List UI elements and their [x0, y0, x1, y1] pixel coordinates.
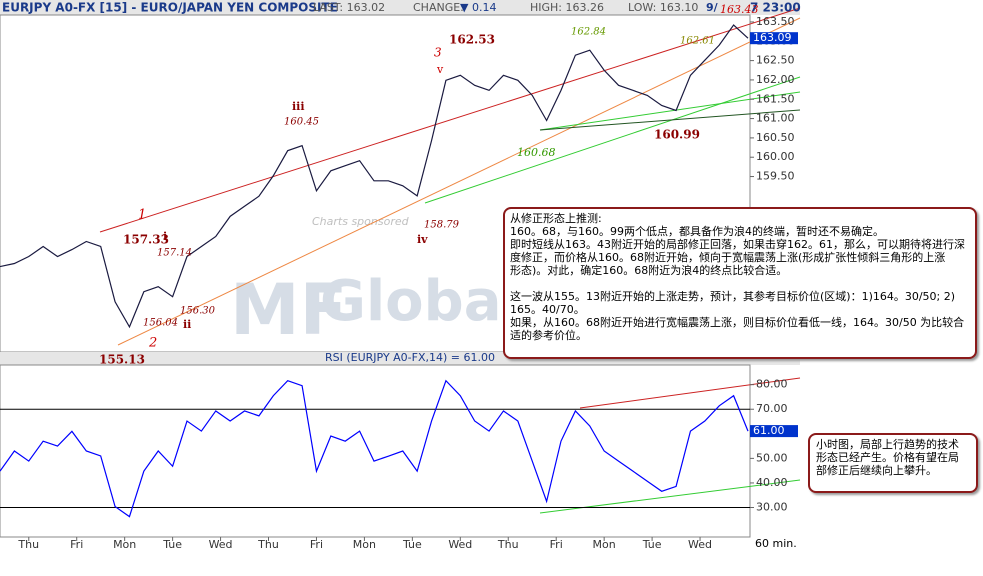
y-tick-label: 161.00	[756, 112, 795, 125]
wave-label: 157.33	[123, 233, 169, 247]
wave-label: 2	[148, 336, 157, 351]
current-value-box	[750, 32, 798, 45]
wave-label: 160.99	[654, 128, 700, 142]
x-tick-label: Mon	[353, 538, 376, 551]
note-line: 如果，从160。68附近开始进行宽幅震荡上涨，则目标价位看低一线，164。30/…	[510, 316, 965, 329]
y-tick-label: 163.50	[756, 15, 795, 28]
note-line: 165。40/70。	[510, 303, 585, 316]
x-tick-label: Wed	[688, 538, 712, 551]
x-tick-label: Mon	[593, 538, 616, 551]
current-value-box	[750, 425, 798, 438]
wave-label: 163.43	[720, 3, 759, 16]
wave-label: 155.13	[99, 353, 145, 367]
note-line: 这一波从155。13附近开始的上涨走势，预计，其参考目标价位(区域)：1)164…	[510, 290, 956, 303]
y-tick-label: 160.00	[756, 150, 795, 163]
watermark: Global	[320, 269, 521, 334]
series-line	[0, 24, 749, 329]
wave-label: 162.84	[571, 27, 606, 38]
trend-line	[579, 377, 801, 409]
x-tick-label: Fri	[310, 538, 323, 551]
wave-label: 160.68	[517, 146, 556, 159]
y-tick-label: 160.50	[756, 131, 795, 144]
y-tick-label: 159.50	[756, 170, 795, 183]
note-line: 从修正形态上推测:	[510, 212, 602, 225]
sponsor: Charts sponsored	[312, 215, 410, 228]
wave-label: v	[436, 63, 444, 76]
x-tick-label: Tue	[402, 538, 422, 551]
y-tick-label: 161.50	[756, 92, 795, 105]
current-value-label: 61.00	[753, 424, 785, 437]
wave-label: 1	[138, 208, 146, 223]
note: 从修正形态上推测: 160。68，与160。99两个低点，都具备作为浪4的终端，暂…	[503, 207, 977, 359]
last: LAST: 163.02	[313, 1, 385, 14]
note-line: 160。68，与160。99两个低点，都具备作为浪4的终端，暂时还不易确定。	[510, 225, 884, 238]
note-line: 即时短线从163。43附近开始的局部修正回落，如果击穿162。61，那么，可以期…	[510, 238, 965, 251]
x-tick-label: Thu	[17, 538, 39, 551]
note: 小时图，局部上行趋势的技术 形态已经产生。价格有望在局 部修正后继续向上攀升。	[808, 433, 978, 493]
wave-label: i	[163, 230, 167, 243]
time: 7 23:00	[750, 1, 801, 15]
x-tick-label: Fri	[70, 538, 83, 551]
x-tick-label: Thu	[497, 538, 519, 551]
trend-line	[539, 91, 801, 131]
y-tick-label: 162.00	[756, 73, 795, 86]
trend-line	[117, 17, 801, 346]
y-tick-label: 80.00	[756, 378, 788, 391]
wave-label: ii	[183, 318, 191, 331]
note-line: 部修正后继续向上攀升。	[816, 464, 937, 477]
wave-label: 156.30	[180, 306, 216, 317]
y-tick-label: 50.00	[756, 451, 788, 464]
symbol-title: EURJPY A0-FX [15] - EURO/JAPAN YEN COMPO…	[2, 1, 338, 15]
x-tick-label: Mon	[113, 538, 136, 551]
note-line: 形态)。对此，确定160。68附近为浪4的终点比较合适。	[510, 264, 788, 277]
x-unit-label: 60 min.	[755, 537, 797, 550]
header-bar	[0, 0, 800, 15]
wave-label: iv	[417, 233, 428, 246]
trend-line	[99, 7, 801, 233]
rsi-panel	[0, 364, 751, 538]
y-tick-label: 70.00	[756, 402, 788, 415]
wave-label: 160.45	[284, 117, 319, 128]
wave-label: 157.14	[157, 248, 192, 259]
wave-label: 162.53	[449, 33, 495, 47]
wave-label: 3	[434, 46, 442, 60]
trend-line	[424, 76, 801, 204]
series-line	[0, 379, 749, 518]
x-tick-label: Wed	[448, 538, 472, 551]
low: LOW: 163.10	[628, 1, 698, 14]
y-tick-label: 40.00	[756, 476, 788, 489]
x-tick-label: Thu	[257, 538, 279, 551]
x-tick-label: Fri	[550, 538, 563, 551]
wave-label: 156.04	[143, 318, 178, 329]
high: HIGH: 163.26	[530, 1, 604, 14]
watermark-logo: MF	[230, 269, 347, 351]
wave-label: 158.79	[424, 220, 460, 231]
wave-label: iii	[292, 100, 305, 113]
x-tick-label: Tue	[642, 538, 662, 551]
current-value-label: 163.09	[753, 31, 792, 44]
y-tick-label: 162.50	[756, 54, 795, 67]
trend-line	[539, 109, 801, 131]
change-label: CHANGE:	[413, 1, 464, 14]
wave-label: 162.61	[680, 36, 715, 47]
note-line: 形态已经产生。价格有望在局	[816, 451, 959, 464]
y-tick-label: 30.00	[756, 501, 788, 514]
note-line: 度修正，而价格从160。68附近开始，倾向于宽幅震荡上涨(形成扩张性倾斜三角形的…	[510, 251, 946, 264]
x-tick-label: Tue	[162, 538, 182, 551]
x-tick-label: Wed	[209, 538, 233, 551]
date: 9/	[706, 1, 719, 14]
rsi-title: RSI (EURJPY A0-FX,14) = 61.00	[325, 351, 495, 364]
note-line: 小时图，局部上行趋势的技术	[816, 438, 959, 451]
change: ▼ 0.14	[460, 1, 496, 14]
note-line: 适的参考价位。	[510, 329, 587, 342]
